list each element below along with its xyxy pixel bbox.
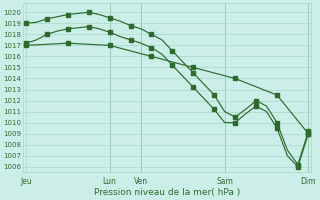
X-axis label: Pression niveau de la mer( hPa ): Pression niveau de la mer( hPa ) — [94, 188, 240, 197]
